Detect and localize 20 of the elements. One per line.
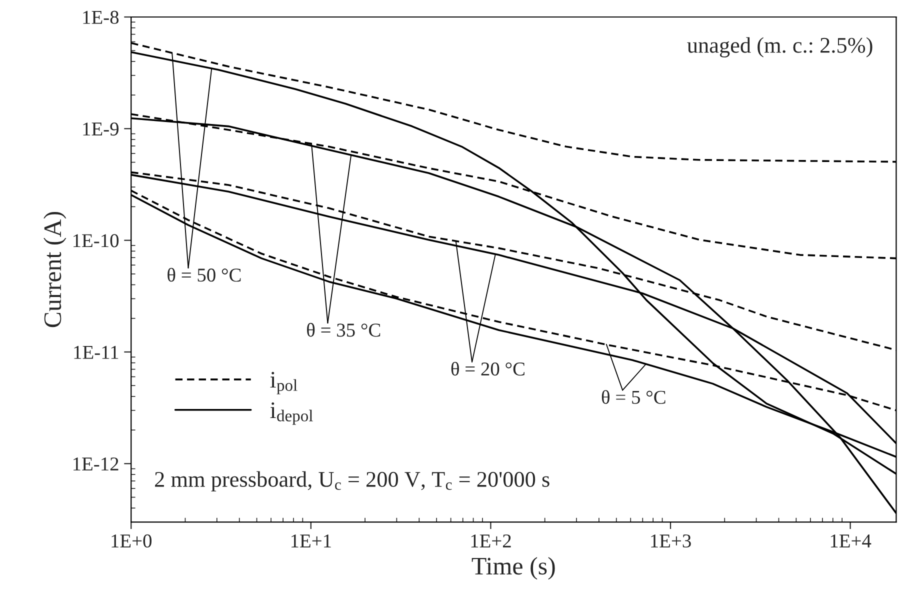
- y-tick-label: 1E-12: [73, 458, 118, 470]
- x-tick-label: 1E+2: [471, 534, 511, 548]
- annotation: θ = 5 °C: [602, 390, 666, 404]
- legend-label: i$_{depol}$: [270, 402, 313, 425]
- legend-label: i$_{pol}$: [270, 372, 298, 394]
- annotation: θ = 35 °C: [307, 322, 380, 337]
- x-axis-title: Time (s): [472, 557, 555, 580]
- y-tick-label: 1E-9: [83, 122, 119, 136]
- annotation: 2 mm pressboard, U$_{c}$ = 200 V, T$_{c}$ = 20'000 s: [155, 471, 550, 492]
- y-tick-label: 1E-10: [73, 234, 119, 248]
- annotation: θ = 20 °C: [451, 362, 524, 376]
- x-tick-label: 1E+3: [651, 534, 691, 548]
- y-tick-label: 1E-11: [74, 346, 118, 359]
- x-tick-label: 1E+0: [112, 534, 152, 548]
- y-axis-title: Current (A): [44, 212, 66, 328]
- x-tick-label: 1E+4: [830, 534, 872, 548]
- annotation: unaged (m. c.: 2.5%): [687, 37, 872, 58]
- annotation: θ = 50 °C: [168, 268, 241, 282]
- y-tick-label: 1E-8: [83, 10, 119, 24]
- x-tick-label: 1E+1: [291, 534, 331, 548]
